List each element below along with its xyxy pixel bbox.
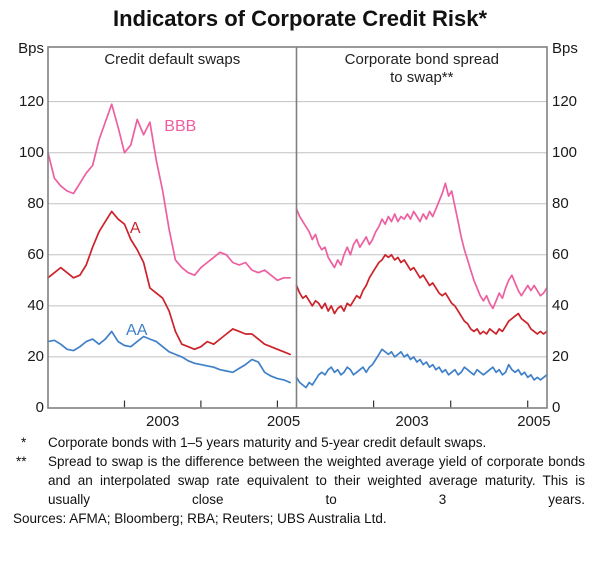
y-tick-right-20: 20 bbox=[552, 347, 569, 365]
y-tick-left-20: 20 bbox=[27, 347, 44, 365]
chart-title: Indicators of Corporate Credit Risk* bbox=[112, 6, 488, 31]
series-label-a: A bbox=[129, 220, 141, 238]
sources-line: Sources: AFMA; Bloomberg; RBA; Reuters; … bbox=[13, 511, 387, 526]
y-tick-left-100: 100 bbox=[18, 143, 44, 161]
footnotes-block: * Corporate bonds with 1–5 years maturit… bbox=[0, 433, 585, 528]
footnote-2-marker: ** bbox=[16, 454, 27, 469]
series-bbb-panel1 bbox=[47, 103, 291, 282]
y-tick-right-40: 40 bbox=[552, 296, 569, 314]
x-label-2003-panel2: 2003 bbox=[395, 413, 429, 430]
y-tick-left-120: 120 bbox=[18, 92, 44, 110]
series-aa-panel2 bbox=[295, 348, 548, 389]
y-tick-left-40: 40 bbox=[27, 296, 44, 314]
x-label-2005-panel2: 2005 bbox=[517, 413, 551, 430]
series-aa-panel1 bbox=[47, 330, 291, 384]
y-tick-left-0: 0 bbox=[35, 399, 44, 416]
y-axis-unit-left: Bps bbox=[18, 40, 44, 57]
panel1-caption-line1: Credit default swaps bbox=[104, 51, 241, 68]
y-tick-right-80: 80 bbox=[552, 194, 569, 212]
y-tick-left-80: 80 bbox=[27, 194, 44, 212]
series-label-aa: AA bbox=[126, 322, 148, 340]
y-tick-right-0: 0 bbox=[552, 399, 561, 416]
series-bbb-panel2 bbox=[295, 182, 548, 310]
y-axis-unit-right: Bps bbox=[552, 40, 578, 57]
panel2-caption-line1: Corporate bond spread bbox=[344, 51, 499, 68]
series-a-panel2 bbox=[295, 253, 548, 335]
series-label-bbb: BBB bbox=[164, 118, 197, 136]
y-tick-right-120: 120 bbox=[552, 92, 578, 110]
footnote-1-text: Corporate bonds with 1–5 years maturity … bbox=[48, 435, 487, 450]
footnote-1-marker: * bbox=[21, 435, 27, 450]
plot-frame bbox=[47, 46, 548, 409]
y-tick-right-100: 100 bbox=[552, 143, 578, 161]
footnote-2-text: Spread to swap is the difference between… bbox=[48, 454, 585, 507]
footnote-2: ** Spread to swap is the difference betw… bbox=[16, 452, 585, 509]
x-label-2003-panel1: 2003 bbox=[146, 413, 180, 430]
x-label-2005-panel1: 2005 bbox=[266, 413, 301, 430]
footnote-1: * Corporate bonds with 1–5 years maturit… bbox=[21, 433, 585, 452]
y-tick-right-60: 60 bbox=[552, 245, 569, 263]
y-tick-left-60: 60 bbox=[27, 245, 44, 263]
panel2-caption-line2: to swap** bbox=[390, 69, 454, 86]
series-a-panel1 bbox=[47, 210, 291, 356]
